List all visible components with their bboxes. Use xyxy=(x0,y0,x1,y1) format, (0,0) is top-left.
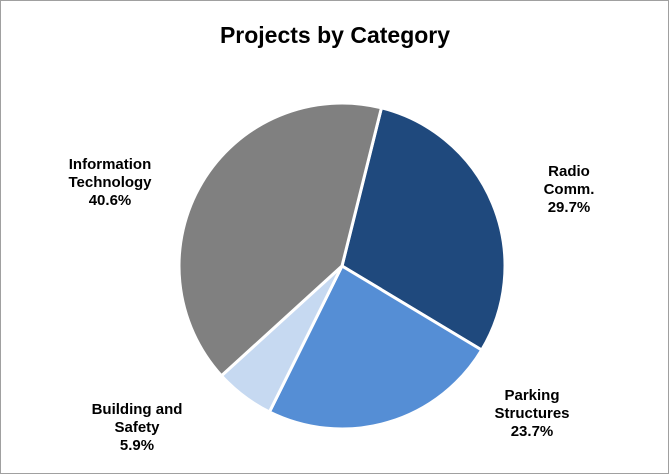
category-label: Building and Safety xyxy=(91,401,183,436)
pie-slice xyxy=(177,101,383,378)
category-label: Information Technology xyxy=(68,156,152,191)
value-label: 29.7% xyxy=(547,199,591,216)
chart-title: Projects by Category xyxy=(219,22,451,48)
category-label: Parking Structures xyxy=(494,387,570,422)
slice-label: Information Technology 40.6% xyxy=(45,156,175,210)
slice-label: Radio Comm. 29.7% xyxy=(529,163,609,217)
value-label: 40.6% xyxy=(88,192,132,209)
category-label: Radio Comm. xyxy=(543,163,595,198)
slice-label: Building and Safety 5.9% xyxy=(72,401,202,455)
value-label: 5.9% xyxy=(119,437,155,454)
value-label: 23.7% xyxy=(510,423,554,440)
slice-label: Parking Structures 23.7% xyxy=(477,387,587,441)
